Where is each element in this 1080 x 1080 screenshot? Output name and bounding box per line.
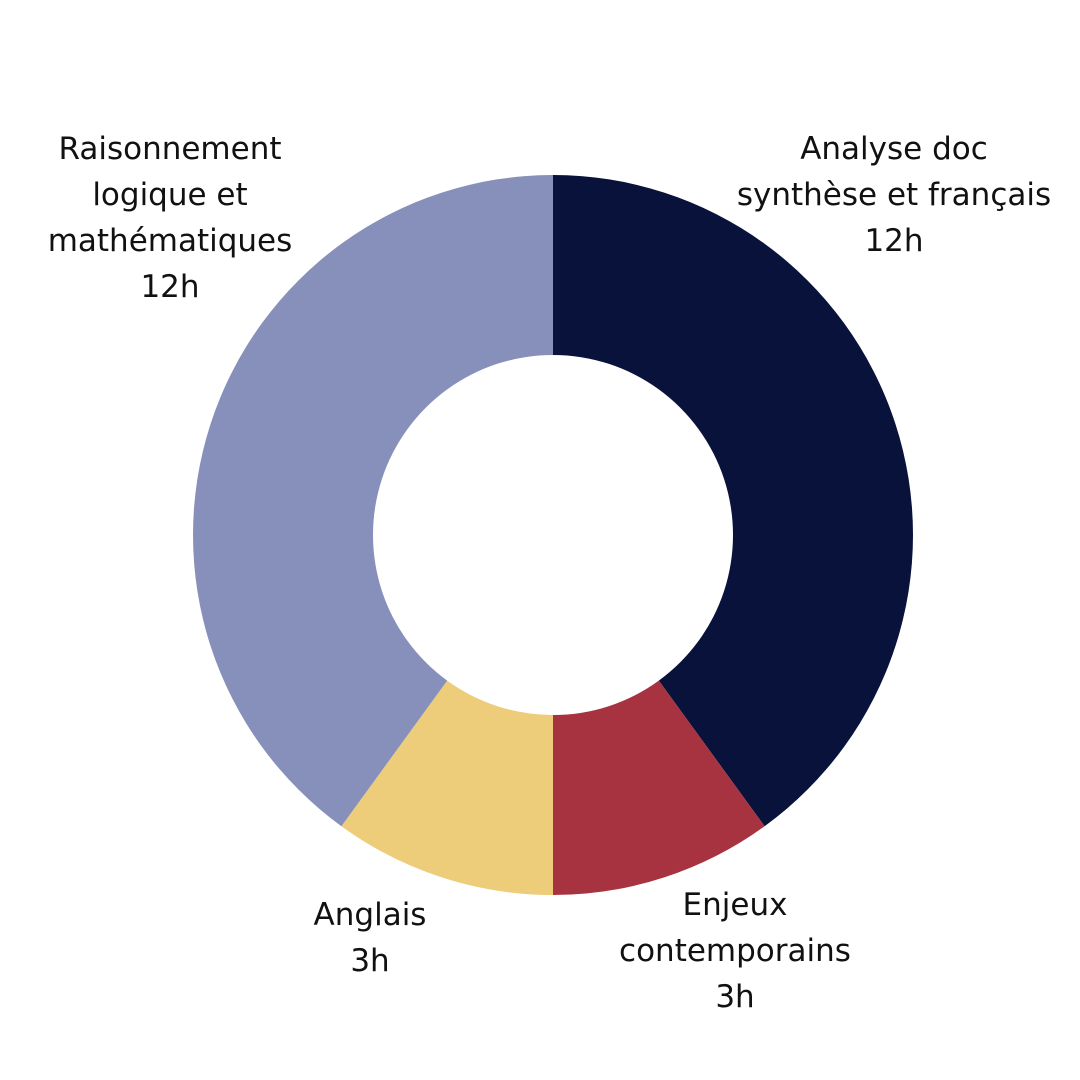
slice-label-value: 12h <box>140 269 200 305</box>
slice-label-line: logique et <box>92 177 248 213</box>
slice-label-anglais: Anglais 3h <box>270 892 470 984</box>
donut-slice-3 <box>193 175 553 827</box>
slice-label-line: Enjeux <box>682 887 788 923</box>
slice-label-line: Anglais <box>313 897 427 933</box>
slices-group <box>193 175 913 895</box>
donut-slice-1 <box>553 680 765 895</box>
slice-label-analyse-doc: Analyse doc synthèse et français 12h <box>718 126 1070 264</box>
slice-label-line: Analyse doc <box>800 131 988 167</box>
slice-label-value: 12h <box>864 223 924 259</box>
slice-label-value: 3h <box>715 979 755 1015</box>
slice-label-line: Raisonnement <box>58 131 282 167</box>
slice-label-enjeux-contemporains: Enjeux contemporains 3h <box>590 882 880 1020</box>
donut-slice-0 <box>553 175 913 827</box>
slice-label-line: contemporains <box>619 933 851 969</box>
slice-label-raisonnement: Raisonnement logique et mathématiques 12… <box>20 126 320 310</box>
donut-slice-2 <box>341 680 553 895</box>
slice-label-line: mathématiques <box>47 223 293 259</box>
slice-label-value: 3h <box>350 943 390 979</box>
slice-label-line: synthèse et français <box>736 177 1052 213</box>
